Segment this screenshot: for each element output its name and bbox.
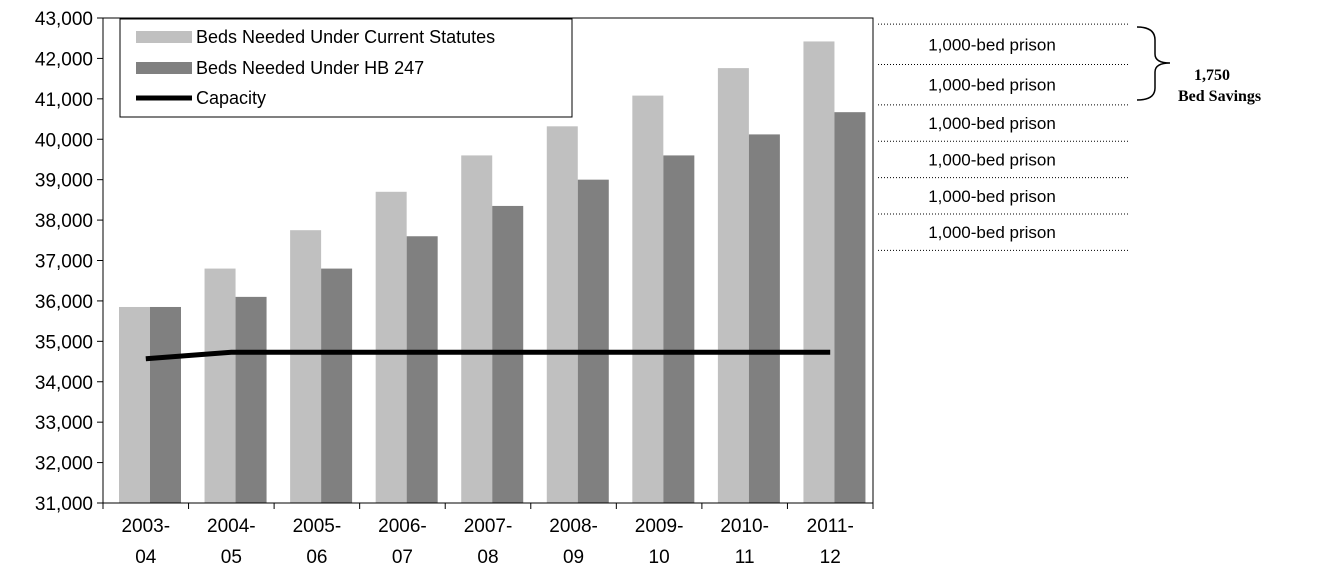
x-tick-label: 2008- <box>549 516 598 537</box>
x-tick-label: 12 <box>820 547 841 568</box>
bar-hb-247 <box>150 306 181 503</box>
y-tick-label: 37,000 <box>35 252 93 273</box>
bar-current-statutes <box>375 191 407 503</box>
x-tick-label: 2006- <box>378 516 427 537</box>
x-tick-label: 2011- <box>807 516 854 537</box>
bar-series <box>119 41 866 504</box>
bar-current-statutes <box>461 155 493 503</box>
bar-hb-247 <box>406 236 438 503</box>
bar-hb-247 <box>834 112 866 503</box>
bar-current-statutes <box>204 268 236 503</box>
bar-current-statutes <box>546 126 578 504</box>
prison-band-label: 1,000-bed prison <box>928 76 1056 95</box>
x-tick-label: 05 <box>221 547 242 568</box>
y-tick-label: 35,000 <box>35 332 93 353</box>
x-tick-label: 10 <box>649 547 670 568</box>
legend-label-capacity: Capacity <box>196 88 266 108</box>
bar-current-statutes <box>632 95 664 503</box>
bar-hb-247 <box>663 155 695 503</box>
legend-box <box>119 18 573 118</box>
x-tick-label: 2009- <box>635 516 684 537</box>
y-tick-label: 36,000 <box>35 292 93 313</box>
prison-band-label: 1,000-bed prison <box>928 223 1056 242</box>
savings-value: 1,750 <box>1194 67 1230 84</box>
y-tick-label: 33,000 <box>35 413 93 434</box>
bar-hb-247 <box>321 268 353 503</box>
bar-hb-247 <box>577 179 609 503</box>
x-tick-label: 04 <box>135 547 157 568</box>
x-tick-label: 2003- <box>121 516 170 537</box>
y-tick-label: 42,000 <box>35 49 93 70</box>
x-tick-label: 2007- <box>464 516 513 537</box>
x-tick-label: 2005- <box>293 516 342 537</box>
prison-band-label: 1,000-bed prison <box>928 114 1056 133</box>
y-tick-label: 32,000 <box>35 454 93 475</box>
prison-band-label: 1,000-bed prison <box>928 187 1056 206</box>
savings-brace <box>1136 26 1171 101</box>
plot-area-border <box>102 17 874 504</box>
capacity-series <box>145 349 831 362</box>
x-tick-label: 2004- <box>207 516 256 537</box>
y-tick-label: 43,000 <box>35 9 93 30</box>
prison-band-label: 1,000-bed prison <box>928 35 1056 54</box>
legend-swatch-current <box>136 31 192 43</box>
savings-label: Bed Savings <box>1178 88 1261 105</box>
legend: Beds Needed Under Current Statutes Beds … <box>119 18 573 118</box>
y-tick-label: 34,000 <box>35 373 93 394</box>
bar-current-statutes <box>290 230 322 503</box>
prison-band-label: 1,000-bed prison <box>928 150 1056 169</box>
x-tick-label: 06 <box>306 547 327 568</box>
bar-hb-247 <box>235 296 267 503</box>
legend-swatch-hb247 <box>136 62 192 74</box>
bar-current-statutes <box>803 41 835 504</box>
y-tick-label: 41,000 <box>35 90 93 111</box>
x-axis: 2003- 04 2004- 05 2005- 06 2006- 07 2007- 08 2008-… <box>102 503 874 568</box>
legend-label-hb247: Beds Needed Under HB 247 <box>196 58 424 78</box>
legend-label-current: Beds Needed Under Current Statutes <box>196 27 495 47</box>
bar-current-statutes <box>717 68 749 503</box>
y-tick-label: 39,000 <box>35 171 93 192</box>
capacity-line <box>145 349 831 362</box>
y-tick-label: 31,000 <box>35 494 93 515</box>
bed-savings-annotation: 1,750 Bed Savings <box>1136 26 1261 105</box>
x-tick-label: 2010- <box>720 516 769 537</box>
x-tick-label: 08 <box>477 547 498 568</box>
y-tick-label: 40,000 <box>35 130 93 151</box>
x-tick-label: 11 <box>735 547 755 568</box>
x-tick-label: 09 <box>563 547 584 568</box>
y-axis: 31,000 32,000 33,000 34,000 35,000 36,000 37,0… <box>35 9 103 515</box>
y-tick-label: 38,000 <box>35 211 93 232</box>
bar-current-statutes <box>119 306 150 503</box>
prison-band-annotations: 1,000-bed prison 1,000-bed prison 1,000-be… <box>878 23 1130 251</box>
x-tick-label: 07 <box>392 547 413 568</box>
bar-hb-247 <box>748 134 780 503</box>
